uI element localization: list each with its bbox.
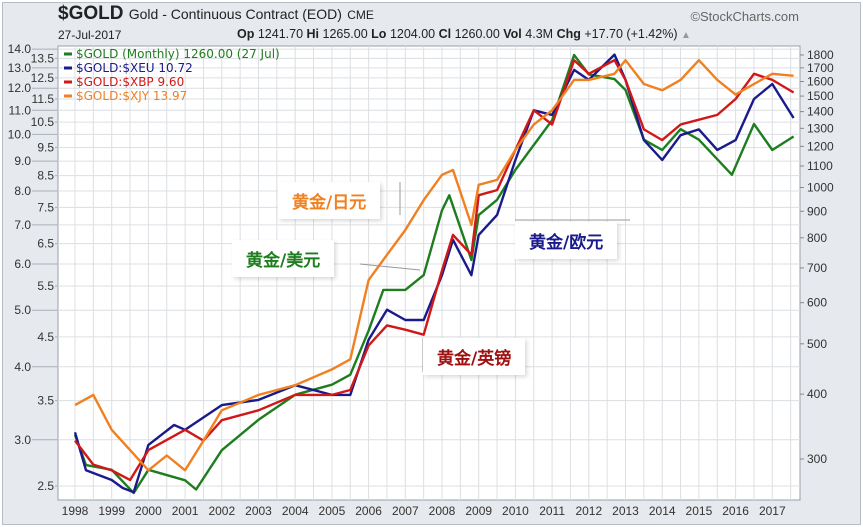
x-axis-tick-label: 2007: [392, 504, 419, 518]
left-axis-tick-label: 4.5: [37, 330, 54, 344]
left-axis-tick-label: 9.0: [14, 154, 31, 168]
left-axis-tick-label: 6.5: [37, 237, 54, 251]
series-line-1: [73, 53, 795, 494]
x-axis-tick-label: 2016: [722, 504, 749, 518]
right-axis-tick-label: 1400: [807, 105, 834, 119]
x-axis-tick-label: 2009: [465, 504, 492, 518]
x-axis-tick-label: 2017: [759, 504, 786, 518]
x-axis-tick-label: 2001: [172, 504, 199, 518]
series-line-3: [74, 59, 794, 472]
symbol-title: $GOLD Gold - Continuous Contract (EOD) C…: [58, 3, 374, 25]
annotation-gbp: 黄金/英镑: [423, 338, 526, 375]
right-axis-tick-label: 1200: [807, 139, 834, 153]
left-axis-tick-label: 12.5: [31, 71, 55, 85]
annotation-eur: 黄金/欧元: [515, 222, 618, 259]
x-axis-tick-label: 2005: [319, 504, 346, 518]
legend-entry: $GOLD (Monthly) 1260.00 (27 Jul): [76, 47, 280, 61]
quote-bar: Op 1241.70 Hi 1265.00 Lo 1204.00 Cl 1260…: [237, 27, 691, 42]
chg-value: +17.70 (+1.42%): [584, 27, 678, 41]
left-axis-tick-label: 9.5: [37, 140, 54, 154]
right-axis-tick-label: 1800: [807, 48, 834, 62]
chg-label: Chg: [556, 27, 581, 41]
x-axis-tick-label: 2002: [208, 504, 235, 518]
right-axis-tick-label: 400: [807, 387, 827, 401]
x-axis-tick-label: 2015: [686, 504, 713, 518]
x-axis-tick-label: 1998: [62, 504, 89, 518]
brand-logo: ©StockCharts.com: [690, 9, 799, 24]
left-axis-tick-label: 4.0: [14, 360, 31, 374]
left-axis-tick-label: 7.5: [37, 200, 54, 214]
right-axis-tick-label: 1600: [807, 75, 834, 89]
right-axis-tick-label: 800: [807, 231, 827, 245]
x-axis-tick-label: 2011: [539, 504, 565, 518]
x-axis-tick-label: 2008: [429, 504, 456, 518]
left-axis-tick-label: 3.0: [14, 433, 31, 447]
lo-value: 1204.00: [389, 27, 436, 41]
right-axis-tick-label: 500: [807, 337, 827, 351]
right-axis-tick-label: 700: [807, 261, 827, 275]
x-axis-tick-label: 2014: [649, 504, 676, 518]
left-axis-tick-label: 13.0: [8, 61, 32, 75]
left-axis-tick-label: 7.0: [14, 218, 31, 232]
series-line-0: [73, 53, 795, 495]
x-axis-tick-label: 2012: [575, 504, 602, 518]
left-axis-tick-label: 5.0: [14, 303, 31, 317]
right-axis-tick-label: 1000: [807, 181, 834, 195]
x-axis-tick-label: 2006: [355, 504, 382, 518]
right-axis-tick-label: 600: [807, 296, 827, 310]
symbol: $GOLD: [58, 3, 124, 24]
exchange: CME: [347, 8, 374, 22]
hi-label: Hi: [306, 27, 320, 41]
left-axis-tick-label: 8.0: [14, 184, 31, 198]
right-axis-tick-label: 300: [807, 452, 827, 466]
instrument-name: Gold - Continuous Contract (EOD): [128, 6, 342, 22]
right-axis-tick-label: 1100: [807, 159, 833, 173]
x-axis-tick-label: 2000: [135, 504, 162, 518]
x-axis-tick-label: 2013: [612, 504, 639, 518]
lo-label: Lo: [371, 27, 387, 41]
legend-entry: $GOLD:$XEU 10.72: [76, 61, 193, 75]
left-axis-tick-label: 12.0: [8, 81, 32, 95]
x-axis-tick-label: 2004: [282, 504, 309, 518]
vol-value: 4.3M: [525, 27, 554, 41]
op-value: 1241.70: [257, 27, 304, 41]
right-axis-tick-label: 1700: [807, 61, 834, 75]
x-axis-tick-label: 2010: [502, 504, 529, 518]
x-axis-tick-label: 2003: [245, 504, 272, 518]
right-axis-tick-label: 1300: [807, 121, 834, 135]
left-axis-tick-label: 2.5: [37, 479, 54, 493]
hi-value: 1265.00: [322, 27, 368, 41]
right-axis-tick-label: 900: [807, 204, 827, 218]
vol-label: Vol: [503, 27, 522, 41]
legend-entry: $GOLD:$XBP 9.60: [76, 75, 184, 89]
left-axis-tick-label: 14.0: [8, 42, 32, 56]
annotation-jpy: 黄金/日元: [278, 182, 381, 219]
left-axis-tick-label: 8.5: [37, 169, 54, 183]
left-axis-tick-label: 6.0: [14, 257, 31, 271]
op-label: Op: [237, 27, 255, 41]
plot-area: [57, 45, 801, 501]
annotation-usd: 黄金/美元: [232, 240, 335, 277]
date: 27-Jul-2017: [58, 28, 122, 42]
left-axis-tick-label: 10.0: [8, 127, 32, 141]
left-axis-tick-label: 13.5: [31, 51, 55, 65]
left-axis-tick-label: 10.5: [31, 115, 55, 129]
left-axis-tick-label: 11.0: [9, 103, 32, 117]
x-axis-tick-label: 1999: [98, 504, 125, 518]
triangle-up-icon: ▲: [680, 30, 691, 41]
cl-value: 1260.00: [454, 27, 500, 41]
left-axis-tick-label: 11.5: [32, 92, 55, 106]
cl-label: Cl: [438, 27, 452, 41]
left-axis-tick-label: 3.5: [37, 394, 54, 408]
legend-entry: $GOLD:$XJY 13.97: [76, 89, 187, 103]
right-axis-tick-label: 1500: [807, 89, 834, 103]
left-axis-tick-label: 5.5: [37, 279, 54, 293]
annotation-pointer: [359, 263, 421, 271]
